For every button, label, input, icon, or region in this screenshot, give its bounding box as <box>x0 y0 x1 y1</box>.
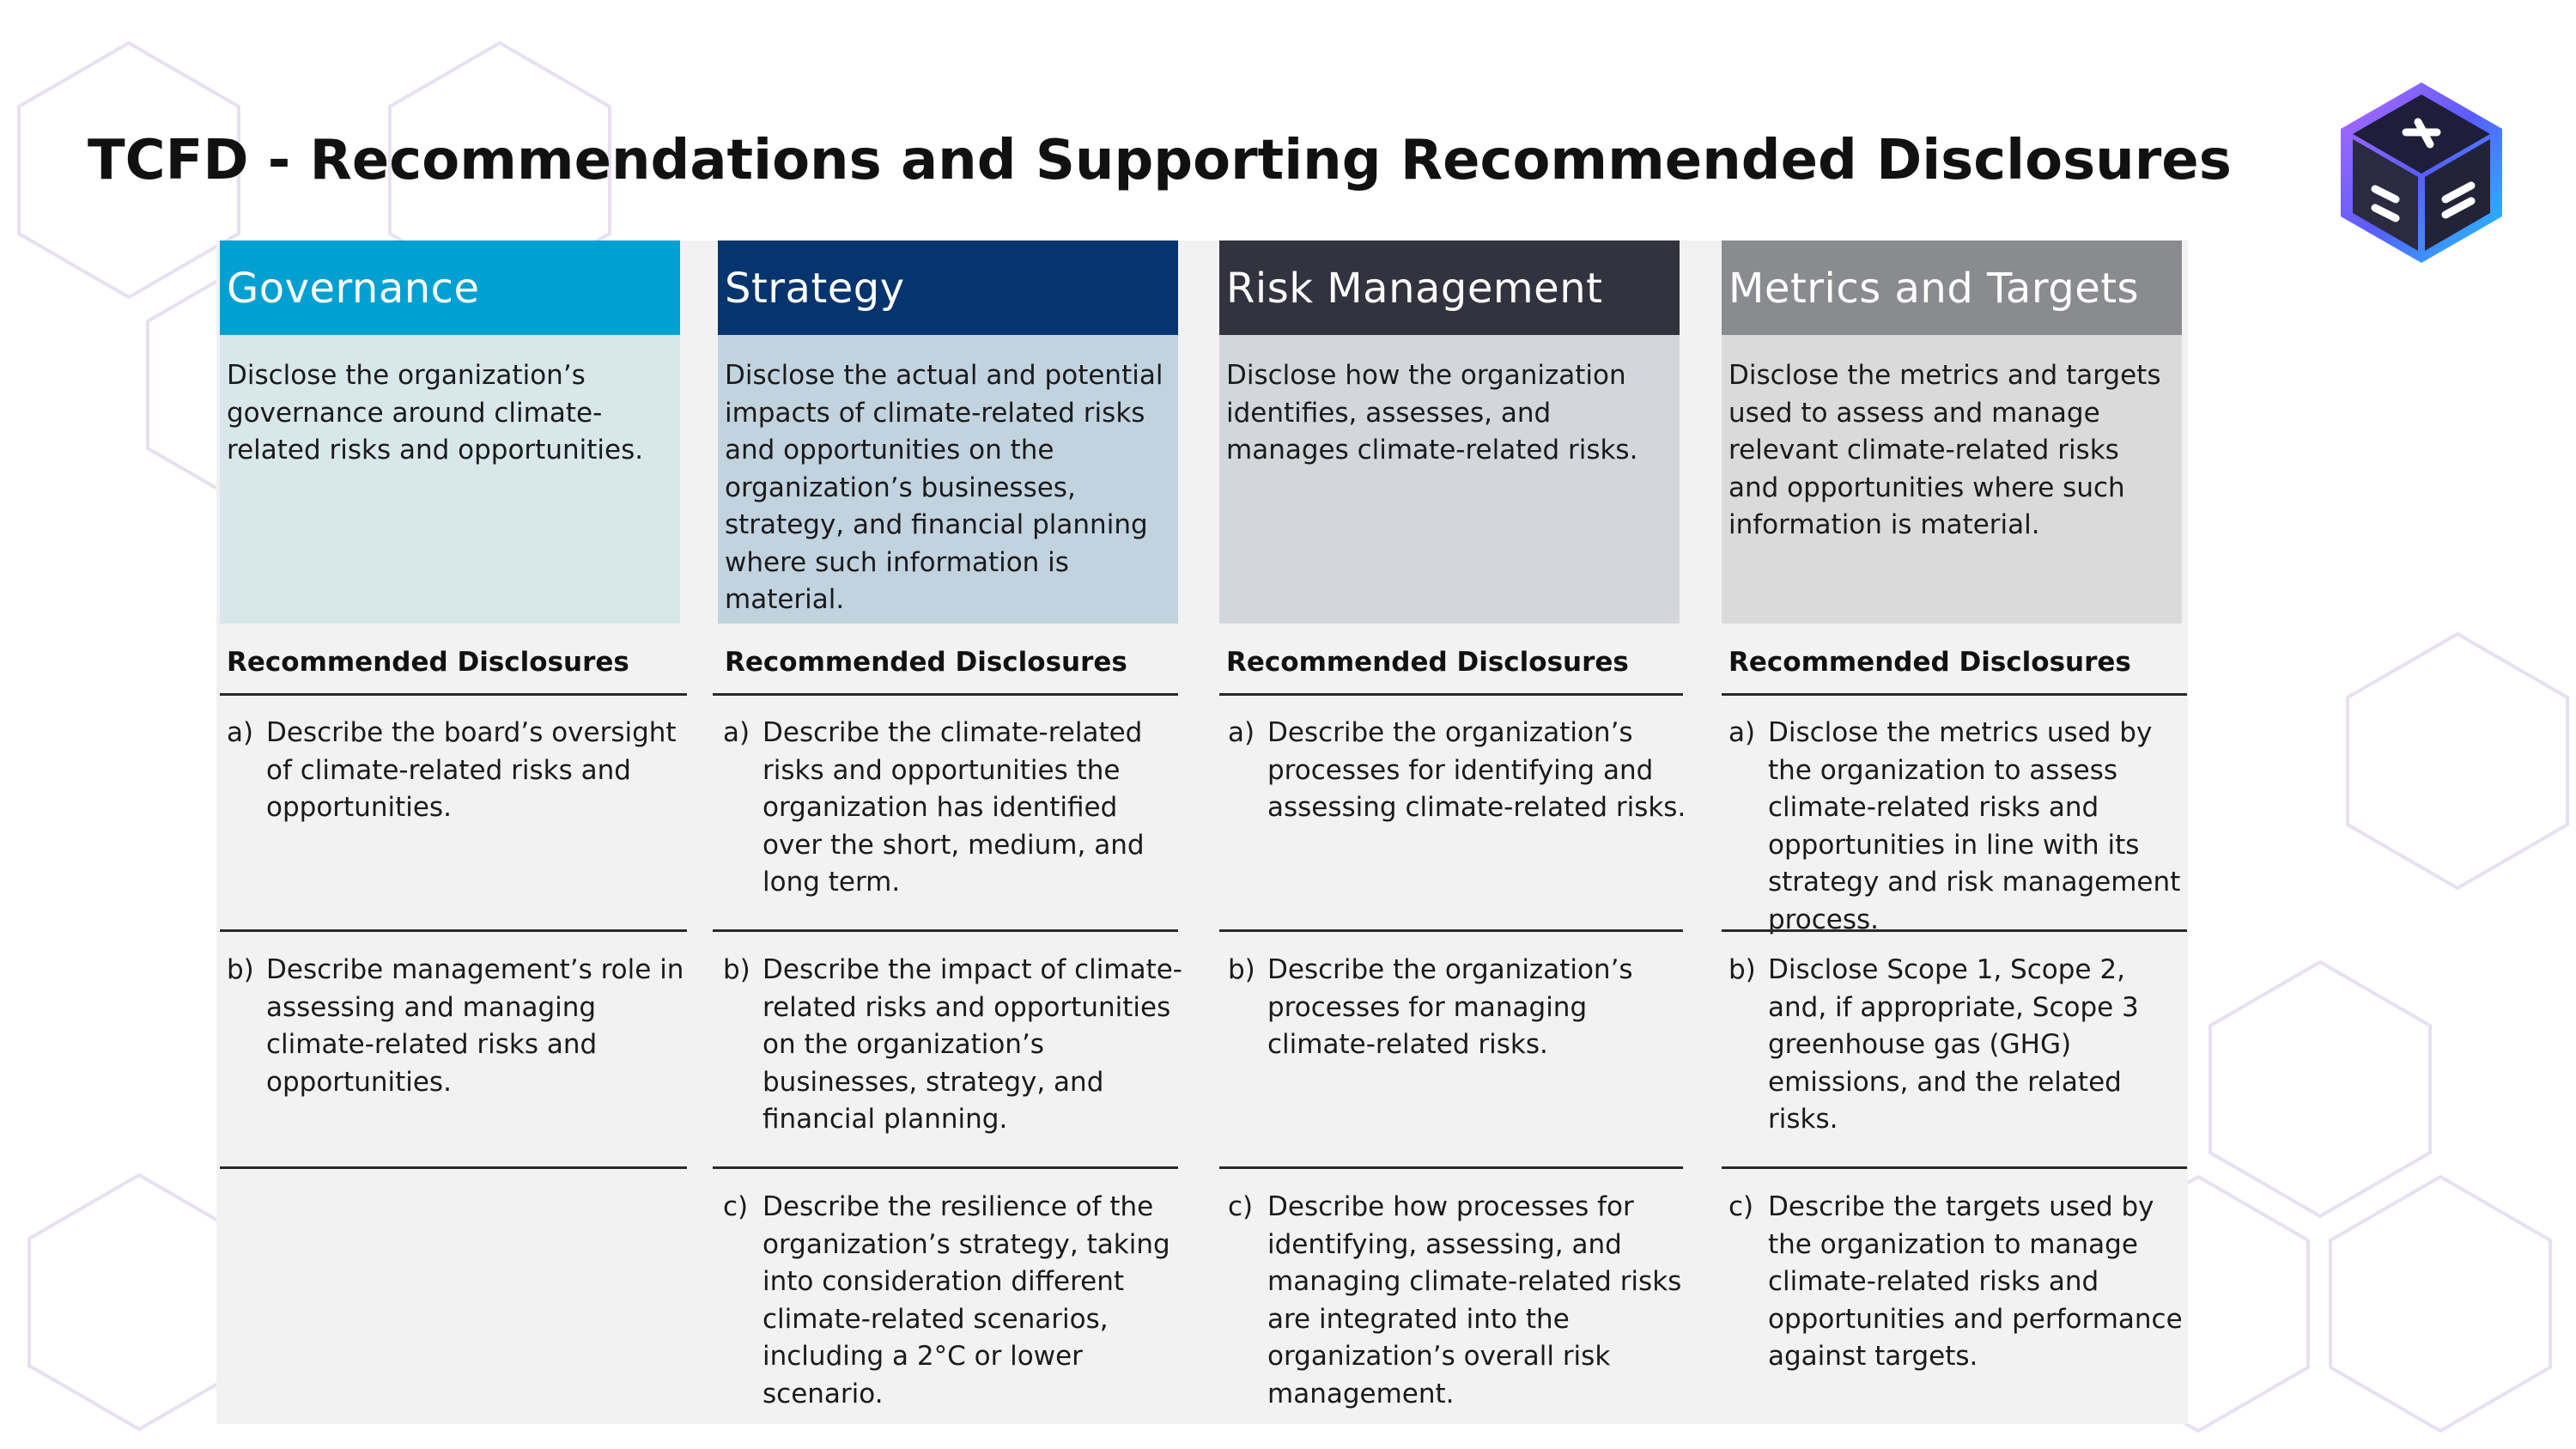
disclosure-text: Describe how processes for identifying, … <box>1267 1191 1682 1409</box>
column-description-risk-management: Disclose how the organization identifies… <box>1219 335 1680 624</box>
background-hexagon <box>2329 1174 2552 1434</box>
background-hexagon <box>2208 959 2432 1219</box>
divider <box>1219 1166 1683 1169</box>
disclosure-letter: b) <box>1228 954 1255 985</box>
column-header-governance: Governance <box>220 240 680 335</box>
disclosure-letter: a) <box>1228 717 1255 748</box>
disclosure-text: Disclose the metrics used by the organiz… <box>1768 717 2181 935</box>
divider <box>713 1166 1178 1169</box>
disclosure-text: Describe the organization’s processes fo… <box>1267 954 1633 1060</box>
disclosure-text: Describe management’s role in assessing … <box>266 954 684 1098</box>
disclosure-text: Describe the targets used by the organiz… <box>1768 1191 2183 1372</box>
disclosure-text: Describe the resilience of the organizat… <box>762 1191 1170 1409</box>
disclosure-letter: c) <box>723 1191 749 1222</box>
recommended-disclosures-heading: Recommended Disclosures <box>227 647 629 678</box>
disclosure-text: Describe the impact of climate-related r… <box>762 954 1182 1135</box>
column-header-metrics-and-targets: Metrics and Targets <box>1722 240 2182 335</box>
divider <box>220 1166 687 1169</box>
column-header-strategy: Strategy <box>718 240 1178 335</box>
disclosure-letter: b) <box>227 954 254 985</box>
disclosure-letter: c) <box>1228 1191 1254 1222</box>
column-header-risk-management: Risk Management <box>1219 240 1680 335</box>
disclosure-letter: a) <box>227 717 254 748</box>
column-description-strategy: Disclose the actual and potential impact… <box>718 335 1178 624</box>
background-hexagon <box>2346 631 2569 891</box>
divider <box>220 693 687 696</box>
divider <box>1219 693 1683 696</box>
divider <box>1722 693 2187 696</box>
disclosure-letter: a) <box>723 717 750 748</box>
disclosure-letter: a) <box>1728 717 1756 748</box>
disclosure-text: Describe the organization’s processes fo… <box>1267 717 1686 823</box>
recommended-disclosures-heading: Recommended Disclosures <box>1226 647 1629 678</box>
divider <box>220 929 687 932</box>
disclosure-letter: b) <box>723 954 750 985</box>
disclosure-text: Describe the climate-related risks and o… <box>762 717 1145 898</box>
divider <box>713 693 1178 696</box>
recommended-disclosures-heading: Recommended Disclosures <box>1728 647 2131 678</box>
divider <box>1219 929 1683 932</box>
recommended-disclosures-heading: Recommended Disclosures <box>725 647 1127 678</box>
disclosure-text: Describe the board’s oversight of climat… <box>266 717 677 823</box>
column-description-metrics-and-targets: Disclose the metrics and targets used to… <box>1722 335 2182 624</box>
disclosure-text: Disclose Scope 1, Scope 2, and, if appro… <box>1768 954 2139 1135</box>
divider <box>1722 929 2187 932</box>
disclosure-letter: b) <box>1728 954 1756 985</box>
column-description-governance: Disclose the organization’s governance a… <box>220 335 680 624</box>
disclosure-letter: c) <box>1728 1191 1754 1222</box>
page-title: TCFD - Recommendations and Supporting Re… <box>88 129 2232 192</box>
hexagon-cube-logo-icon <box>2341 82 2502 263</box>
divider <box>1722 1166 2187 1169</box>
divider <box>713 929 1178 932</box>
